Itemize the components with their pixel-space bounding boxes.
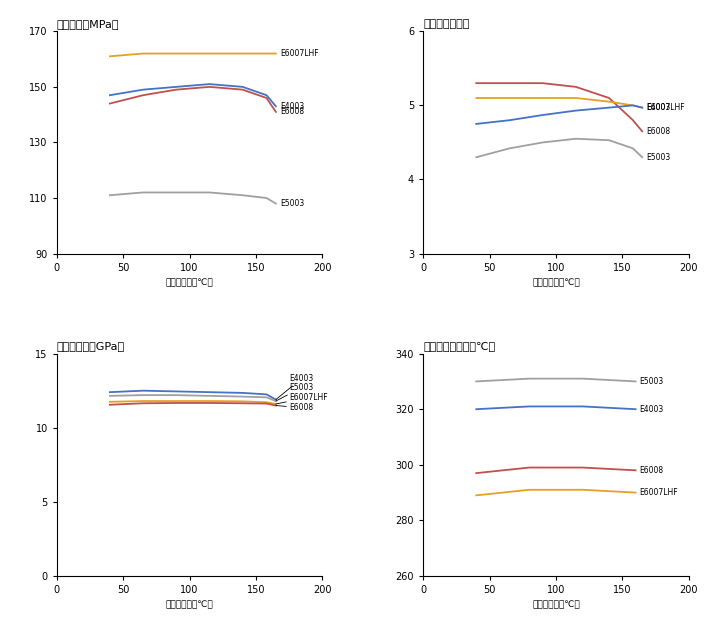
X-axis label: 金型温度　（℃）: 金型温度 （℃） (532, 278, 580, 287)
Text: E4003: E4003 (280, 102, 304, 111)
Text: E6008: E6008 (276, 403, 313, 412)
Text: E5003: E5003 (276, 383, 313, 401)
Text: E6007LHF: E6007LHF (646, 103, 685, 112)
X-axis label: 金型温度　（℃）: 金型温度 （℃） (165, 278, 214, 287)
Text: 引張強度（MPa）: 引張強度（MPa） (57, 19, 119, 29)
Text: 曲げ弾性率（GPa）: 曲げ弾性率（GPa） (57, 341, 125, 351)
Text: E6007LHF: E6007LHF (280, 49, 319, 58)
Text: E6008: E6008 (280, 108, 304, 116)
Text: 引張伸び（％）: 引張伸び（％） (423, 19, 469, 29)
Text: E5003: E5003 (646, 153, 670, 162)
Text: E6008: E6008 (640, 466, 664, 475)
Text: E6007LHF: E6007LHF (276, 393, 328, 404)
Text: E4003: E4003 (640, 404, 664, 414)
Text: 荷重たわみ温度（℃）: 荷重たわみ温度（℃） (423, 341, 496, 351)
Text: E5003: E5003 (640, 377, 664, 386)
Text: E5003: E5003 (280, 199, 304, 208)
X-axis label: 金型温度　（℃）: 金型温度 （℃） (532, 600, 580, 610)
Text: E4003: E4003 (276, 374, 313, 399)
Text: E6008: E6008 (646, 127, 670, 136)
Text: E4003: E4003 (646, 103, 670, 112)
X-axis label: 金型温度　（℃）: 金型温度 （℃） (165, 600, 214, 610)
Text: E6007LHF: E6007LHF (640, 488, 678, 497)
